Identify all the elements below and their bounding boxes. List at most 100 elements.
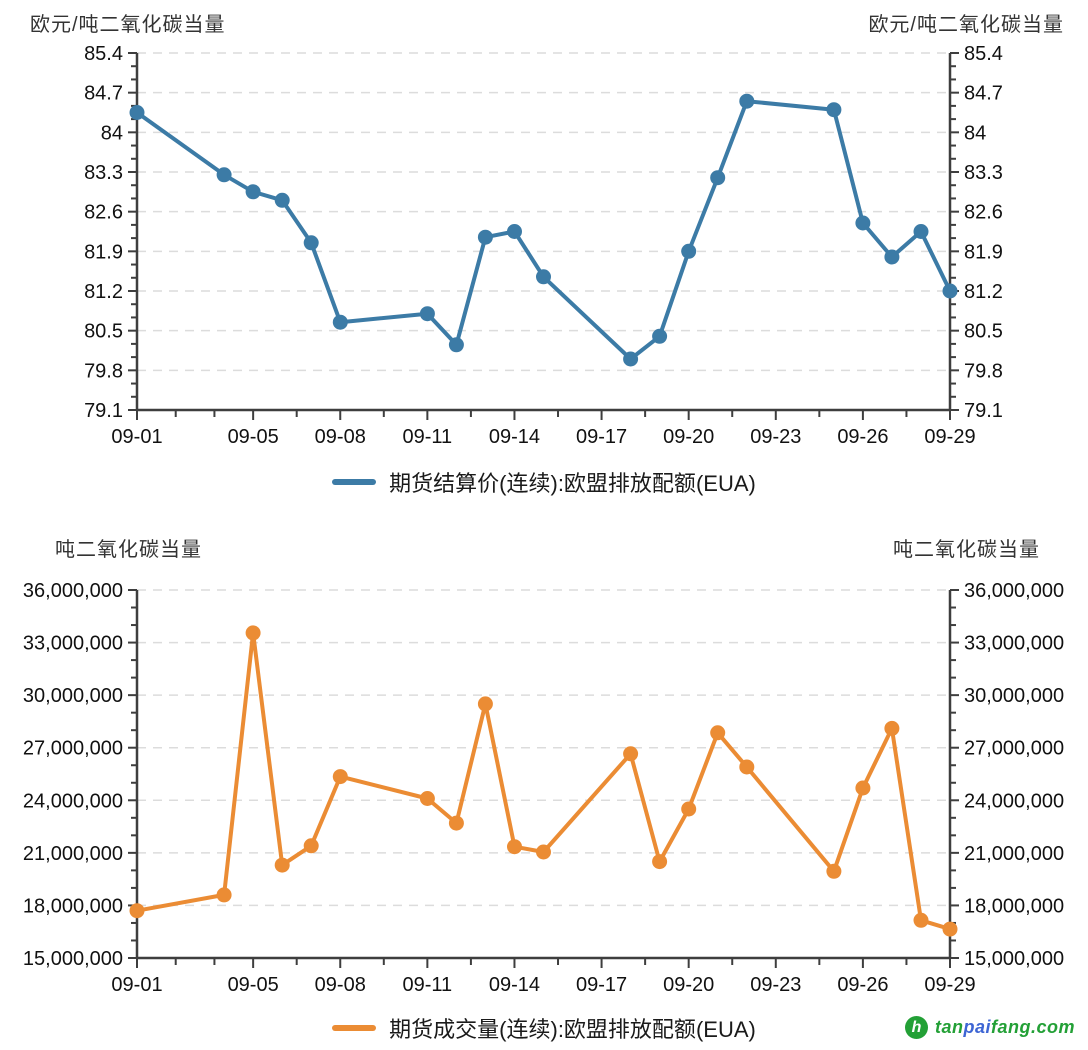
x-tick-label: 09-08 [315,426,366,448]
data-point [826,863,842,879]
x-tick-label: 09-20 [663,426,714,448]
volume-axis-title-right: 吨二氧化碳当量 [893,539,1040,561]
series-line [135,630,952,932]
data-point [855,780,871,796]
data-point [681,801,697,817]
y-tick-label-right: 83.3 [964,162,1003,184]
x-tick-label: 09-29 [924,426,975,448]
volume-axis-title-left: 吨二氧化碳当量 [55,539,202,561]
data-point [216,167,232,183]
data-point [448,815,464,831]
y-tick-label-right: 80.5 [964,321,1003,343]
x-tick-label: 09-11 [403,426,453,448]
volume-legend: 期货成交量(连续):欧盟排放配额(EUA) [0,1012,1088,1044]
data-point [274,192,290,208]
y-tick-label-right: 30,000,000 [964,685,1064,707]
x-tick-label: 09-05 [228,974,279,996]
y-tick-label-left: 82.6 [84,202,123,224]
x-tick-label: 09-01 [111,974,162,996]
watermark: h tanpaifang.com [904,1016,1075,1039]
y-tick-label-right: 84 [964,122,986,144]
data-point [448,337,464,353]
data-point [710,725,726,741]
y-tick-label-left: 85.4 [84,43,123,65]
data-point [681,243,697,259]
y-tick-label-right: 15,000,000 [964,948,1064,970]
y-tick-label-right: 81.9 [964,241,1003,263]
y-tick-label-right: 84.7 [964,83,1003,105]
price-axis-title-right: 欧元/吨二氧化碳当量 [868,14,1064,36]
data-point [884,249,900,265]
data-point [739,93,755,109]
y-tick-label-left: 79.1 [84,400,123,422]
data-point [303,235,319,251]
y-tick-label-right: 85.4 [964,43,1003,65]
x-tick-label: 09-23 [750,974,801,996]
price-legend-swatch-icon [332,479,377,485]
data-point [129,105,145,120]
volume-legend-label: 期货成交量(连续):欧盟排放配额(EUA) [389,1017,756,1042]
data-point [652,854,668,870]
y-tick-label-right: 21,000,000 [964,843,1064,865]
data-point [477,696,493,712]
x-tick-label: 09-08 [315,974,366,996]
data-point [507,839,522,855]
y-tick-label-left: 79.8 [84,360,123,382]
y-tick-label-left: 15,000,000 [23,948,123,970]
data-point [710,170,726,186]
data-point [477,229,493,245]
data-point [623,746,639,762]
x-tick-label: 09-29 [924,974,975,996]
data-point [303,838,319,854]
y-tick-label-right: 36,000,000 [964,580,1064,602]
y-tick-label-left: 24,000,000 [23,790,123,812]
price-axis-title-left: 欧元/吨二氧化碳当量 [30,14,226,36]
y-tick-label-left: 18,000,000 [23,895,123,917]
watermark-text: tanpaifang.com [935,1017,1075,1038]
y-tick-label-right: 24,000,000 [964,790,1064,812]
y-tick-label-left: 27,000,000 [23,738,123,760]
y-tick-label-left: 36,000,000 [23,580,123,602]
watermark-text-segment: fang.com [990,1017,1075,1037]
volume-legend-swatch-icon [332,1025,377,1031]
tanpaifang-logo-icon: h [904,1016,928,1039]
x-tick-label: 09-14 [489,426,540,448]
data-point [332,314,348,330]
data-point [942,921,958,937]
x-tick-label: 09-23 [750,426,801,448]
x-tick-label: 09-05 [228,426,279,448]
data-point [274,857,290,873]
data-point [623,351,639,367]
data-point [826,102,842,118]
y-tick-label-left: 33,000,000 [23,633,123,655]
y-tick-label-right: 33,000,000 [964,633,1064,655]
y-tick-label-left: 84 [101,122,123,144]
data-point [245,625,261,641]
y-tick-label-right: 81.2 [964,281,1003,303]
data-point [536,269,551,285]
y-tick-label-left: 81.9 [84,241,123,263]
data-point [536,844,551,860]
data-point [739,759,755,775]
data-point [652,328,668,344]
data-point [913,912,929,928]
data-point [855,215,871,231]
y-tick-label-left: 81.2 [84,281,123,303]
y-tick-label-left: 83.3 [84,162,123,184]
y-tick-label-right: 27,000,000 [964,738,1064,760]
data-point [507,224,522,239]
y-tick-label-right: 82.6 [964,202,1003,224]
x-tick-label: 09-17 [576,426,627,448]
price-legend: 期货结算价(连续):欧盟排放配额(EUA) [0,466,1088,498]
y-tick-label-left: 21,000,000 [23,843,123,865]
data-point [942,283,958,299]
x-tick-label: 09-26 [837,974,888,996]
data-point [419,791,435,806]
price-legend-label: 期货结算价(连续):欧盟排放配额(EUA) [389,471,756,496]
y-tick-label-right: 79.8 [964,360,1003,382]
y-tick-label-right: 79.1 [964,400,1003,422]
data-point [419,306,435,322]
x-tick-label: 09-11 [403,974,453,996]
